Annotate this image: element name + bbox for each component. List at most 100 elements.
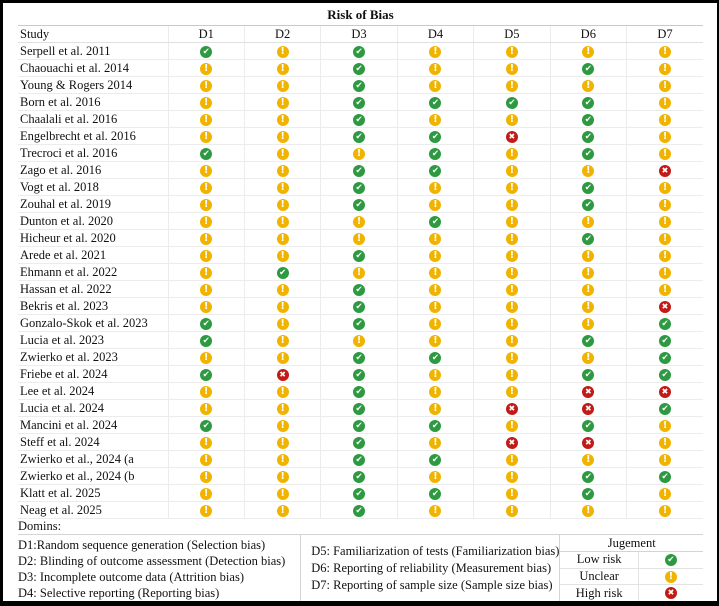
rating-cell: ✔ bbox=[320, 297, 398, 315]
rating-cell: ✔ bbox=[626, 348, 703, 366]
domain-definition: D1:Random sequence generation (Selection… bbox=[18, 538, 266, 552]
low-risk-check-icon: ✔ bbox=[353, 198, 366, 211]
rating-cell: ! bbox=[243, 416, 321, 434]
rating-cell: ! bbox=[167, 280, 245, 298]
study-name-cell: Hassan et al. 2022 bbox=[18, 280, 168, 298]
low-risk-check-icon: ✔ bbox=[353, 453, 366, 466]
unclear-exclamation-icon: ! bbox=[200, 249, 213, 262]
unclear-exclamation-icon: ! bbox=[659, 453, 672, 466]
unclear-exclamation-icon: ! bbox=[276, 300, 289, 313]
low-risk-check-icon: ✔ bbox=[353, 351, 366, 364]
table-row: Gonzalo-Skok et al. 2023 ✔! ✔!!! ✔ bbox=[18, 314, 703, 332]
rating-cell: ! bbox=[626, 127, 703, 145]
rating-cell: ! bbox=[396, 314, 474, 332]
rating-cell: ! bbox=[473, 161, 551, 179]
rating-cell: ! bbox=[167, 93, 245, 111]
rating-cell: ! bbox=[167, 212, 245, 230]
high-risk-cross-icon: ✖ bbox=[582, 385, 595, 398]
high-risk-cross-icon: ✖ bbox=[582, 436, 595, 449]
rating-cell: ! bbox=[243, 450, 321, 468]
unclear-exclamation-icon: ! bbox=[429, 266, 442, 279]
rating-cell: ! bbox=[626, 433, 703, 451]
unclear-exclamation-icon: ! bbox=[429, 385, 442, 398]
rating-cell: ✖ bbox=[626, 382, 703, 400]
unclear-exclamation-icon: ! bbox=[659, 147, 672, 160]
rating-cell: ! bbox=[626, 178, 703, 196]
unclear-exclamation-icon: ! bbox=[276, 232, 289, 245]
rating-cell: ✔ bbox=[320, 501, 398, 519]
rating-cell: ! bbox=[396, 297, 474, 315]
rating-cell: ! bbox=[396, 195, 474, 213]
rating-cell: ! bbox=[473, 365, 551, 383]
unclear-exclamation-icon: ! bbox=[276, 402, 289, 415]
low-risk-check-icon: ✔ bbox=[200, 45, 213, 58]
rating-cell: ✔ bbox=[396, 144, 474, 162]
rating-cell: ! bbox=[243, 246, 321, 264]
table-row: Serpell et al. 2011 ✔! ✔!!!! bbox=[18, 42, 703, 60]
rating-cell: ! bbox=[626, 144, 703, 162]
low-risk-check-icon: ✔ bbox=[353, 419, 366, 432]
low-risk-check-icon: ✔ bbox=[659, 368, 672, 381]
table-row: Hassan et al. 2022!! ✔!!!! bbox=[18, 280, 703, 298]
unclear-exclamation-icon: ! bbox=[200, 470, 213, 483]
domain-definition: D3: Incomplete outcome data (Attrition b… bbox=[18, 570, 244, 584]
rating-cell: ✖ bbox=[626, 161, 703, 179]
domain-column-header: D6 bbox=[549, 26, 627, 43]
low-risk-check-icon: ✔ bbox=[353, 181, 366, 194]
rating-cell: ! bbox=[243, 484, 321, 502]
unclear-exclamation-icon: ! bbox=[582, 453, 595, 466]
unclear-exclamation-icon: ! bbox=[276, 504, 289, 517]
rating-cell: ! bbox=[549, 246, 627, 264]
unclear-exclamation-icon: ! bbox=[276, 249, 289, 262]
low-risk-check-icon: ✔ bbox=[582, 232, 595, 245]
table-row: Chaouachi et al. 2014!! ✔!! ✔! bbox=[18, 59, 703, 77]
rating-cell: ! bbox=[320, 144, 398, 162]
high-risk-cross-icon: ✖ bbox=[505, 130, 518, 143]
rating-cell: ✔ bbox=[320, 365, 398, 383]
rating-cell: ! bbox=[549, 212, 627, 230]
study-name-cell: Zwierko et al., 2024 (a bbox=[18, 450, 168, 468]
domain-column-header: D2 bbox=[243, 26, 321, 43]
unclear-exclamation-icon: ! bbox=[276, 317, 289, 330]
low-risk-check-icon: ✔ bbox=[353, 113, 366, 126]
table-row: Lucia et al. 2024!! ✔! ✖ ✖ ✔ bbox=[18, 399, 703, 417]
low-risk-check-icon: ✔ bbox=[429, 419, 442, 432]
rating-cell: ✔ bbox=[626, 365, 703, 383]
rating-cell: ✔ bbox=[167, 365, 245, 383]
unclear-exclamation-icon: ! bbox=[429, 45, 442, 58]
domain-definition: D4: Selective reporting (Reporting bias) bbox=[18, 586, 220, 600]
rating-cell: ! bbox=[473, 229, 551, 247]
table-row: Zouhal et al. 2019!! ✔!! ✔! bbox=[18, 195, 703, 213]
domain-definition: D2: Blinding of outcome assessment (Dete… bbox=[18, 554, 286, 568]
rating-cell: ! bbox=[167, 178, 245, 196]
rating-cell: ! bbox=[396, 59, 474, 77]
rating-cell: ✔ bbox=[320, 450, 398, 468]
unclear-exclamation-icon: ! bbox=[659, 45, 672, 58]
rating-cell: ! bbox=[243, 212, 321, 230]
rating-cell: ! bbox=[167, 127, 245, 145]
rating-cell: ✔ bbox=[626, 331, 703, 349]
unclear-exclamation-icon: ! bbox=[582, 79, 595, 92]
rating-cell: ! bbox=[167, 76, 245, 94]
rating-cell: ! bbox=[626, 195, 703, 213]
table-row: Vogt et al. 2018!! ✔!! ✔! bbox=[18, 178, 703, 196]
rating-cell: ✔ bbox=[549, 110, 627, 128]
rating-cell: ✔ bbox=[320, 93, 398, 111]
unclear-exclamation-icon: ! bbox=[582, 283, 595, 296]
rating-cell: ✔ bbox=[396, 127, 474, 145]
rating-cell: ! bbox=[243, 93, 321, 111]
table-row: Zwierko et al. 2023!! ✔ ✔!! ✔ bbox=[18, 348, 703, 366]
low-risk-check-icon: ✔ bbox=[353, 385, 366, 398]
rating-cell: ! bbox=[243, 331, 321, 349]
rating-cell: ! bbox=[626, 110, 703, 128]
rating-cell: ! bbox=[626, 450, 703, 468]
rating-cell: ! bbox=[549, 501, 627, 519]
rating-cell: ! bbox=[473, 297, 551, 315]
rating-cell: ✔ bbox=[626, 399, 703, 417]
legend-row: Unclear! bbox=[560, 568, 703, 586]
domain-definition: D6: Reporting of reliability (Measuremen… bbox=[311, 560, 552, 575]
unclear-exclamation-icon: ! bbox=[429, 368, 442, 381]
rating-cell: ✔ bbox=[549, 144, 627, 162]
rating-cell: ✔ bbox=[549, 59, 627, 77]
rating-cell: ✔ bbox=[549, 229, 627, 247]
